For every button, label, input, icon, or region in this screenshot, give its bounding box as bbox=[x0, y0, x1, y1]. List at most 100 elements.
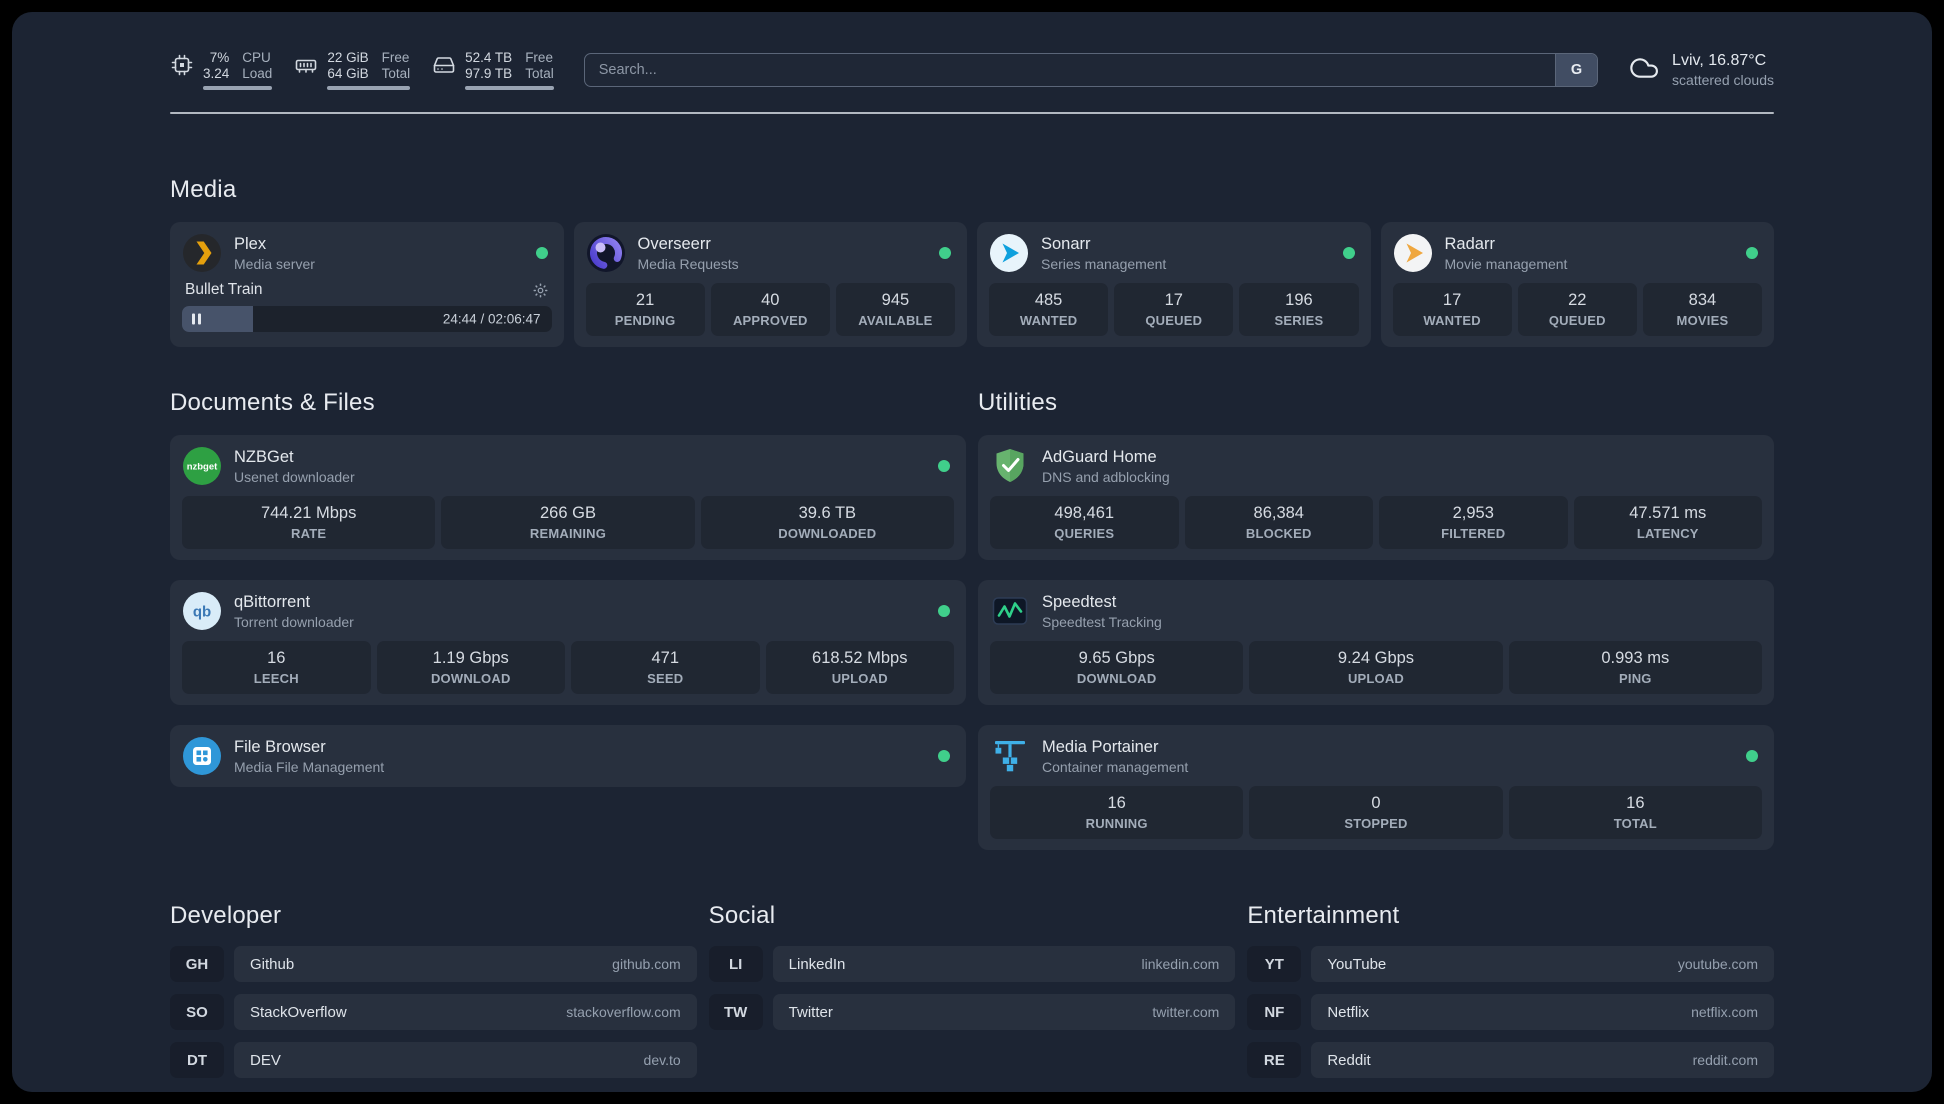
service-desc: Usenet downloader bbox=[234, 468, 355, 485]
service-name: qBittorrent bbox=[234, 592, 311, 611]
stat-value: 485 bbox=[1034, 291, 1063, 309]
stat-tile: 39.6 TB DOWNLOADED bbox=[700, 496, 954, 549]
disk-total-label: Total bbox=[525, 66, 554, 81]
stat-label: REMAINING bbox=[529, 526, 607, 541]
cpu-usage-value: 7% bbox=[209, 50, 230, 65]
stat-tile: 0 STOPPED bbox=[1249, 786, 1503, 839]
stat-label: FILTERED bbox=[1441, 526, 1506, 541]
column-documents: Documents & Files nzbget NZBGet Usenet d… bbox=[170, 389, 966, 850]
service-card-adguard[interactable]: AdGuard Home DNS and adblocking 498,461 … bbox=[978, 435, 1774, 560]
section-bookmarks: Developer GH Github github.com SO StackO… bbox=[170, 902, 1774, 1078]
disk-widget: 52.4 TB Free 97.9 TB Total bbox=[432, 50, 554, 90]
service-desc: Series management bbox=[1041, 255, 1167, 272]
stat-label: APPROVED bbox=[732, 313, 808, 328]
service-card-sonarr[interactable]: Sonarr Series management 485 WANTED 17 Q… bbox=[977, 222, 1371, 347]
service-card-overseerr[interactable]: Overseerr Media Requests 21 PENDING 40 A… bbox=[573, 222, 967, 347]
service-card-plex[interactable]: Plex Media server Bullet Train bbox=[170, 222, 564, 347]
bookmark-domain: netflix.com bbox=[1691, 1004, 1758, 1020]
cpu-icon bbox=[170, 53, 194, 82]
memory-widget: 22 GiB Free 64 GiB Total bbox=[294, 50, 411, 90]
stat-label: PING bbox=[1619, 671, 1652, 686]
weather-condition: scattered clouds bbox=[1672, 72, 1774, 88]
stat-label: DOWNLOADED bbox=[778, 526, 877, 541]
stat-label: PENDING bbox=[614, 313, 676, 328]
bookmark-link-netflix[interactable]: Netflix netflix.com bbox=[1311, 994, 1774, 1030]
stat-value: 16 bbox=[1107, 794, 1126, 812]
service-name: AdGuard Home bbox=[1042, 447, 1157, 466]
stat-tile: 485 WANTED bbox=[989, 283, 1109, 336]
disk-free-label: Free bbox=[525, 50, 553, 65]
stat-value: 39.6 TB bbox=[798, 504, 857, 522]
status-dot bbox=[939, 247, 951, 259]
bookmark-link-youtube[interactable]: YouTube youtube.com bbox=[1311, 946, 1774, 982]
playback-progress-bar[interactable]: 24:44 / 02:06:47 bbox=[182, 306, 552, 332]
stat-tile: 16 LEECH bbox=[182, 641, 371, 694]
stat-label: STOPPED bbox=[1344, 816, 1408, 831]
stat-label: RATE bbox=[291, 526, 327, 541]
top-bar: 7% CPU 3.24 Load 22 GiB Free 64 GiB Tota… bbox=[170, 50, 1774, 90]
bookmark-row: GH Github github.com bbox=[170, 946, 697, 982]
bookmark-link-dev[interactable]: DEV dev.to bbox=[234, 1042, 697, 1078]
bookmark-abbr: YT bbox=[1247, 946, 1302, 982]
bookmark-domain: stackoverflow.com bbox=[566, 1004, 681, 1020]
status-dot bbox=[1746, 247, 1758, 259]
bookmark-link-stackoverflow[interactable]: StackOverflow stackoverflow.com bbox=[234, 994, 697, 1030]
nzbget-icon: nzbget bbox=[182, 446, 222, 486]
stat-label: QUEUED bbox=[1145, 313, 1203, 328]
service-desc: Media File Management bbox=[234, 758, 385, 775]
stat-tile: 9.65 Gbps DOWNLOAD bbox=[990, 641, 1244, 694]
stat-value: 945 bbox=[881, 291, 910, 309]
search-bar: G bbox=[583, 53, 1599, 87]
service-name: Plex bbox=[234, 234, 267, 253]
stat-tile: 744.21 Mbps RATE bbox=[182, 496, 436, 549]
service-desc: DNS and adblocking bbox=[1042, 468, 1170, 485]
stat-label: SERIES bbox=[1274, 313, 1324, 328]
stat-tile: 22 QUEUED bbox=[1517, 283, 1637, 336]
stat-label: DOWNLOAD bbox=[1076, 671, 1157, 686]
bookmark-domain: github.com bbox=[612, 956, 681, 972]
search-input[interactable] bbox=[584, 54, 1556, 86]
service-card-nzbget[interactable]: nzbget NZBGet Usenet downloader 744.21 M… bbox=[170, 435, 966, 560]
bookmark-link-github[interactable]: Github github.com bbox=[234, 946, 697, 982]
bookmark-link-twitter[interactable]: Twitter twitter.com bbox=[772, 994, 1236, 1030]
bookmark-name: YouTube bbox=[1327, 955, 1387, 973]
cpu-load-value: 3.24 bbox=[203, 66, 230, 81]
column-utilities: Utilities AdGuard Home DNS and adblockin… bbox=[978, 389, 1774, 850]
stat-tile: 17 WANTED bbox=[1392, 283, 1512, 336]
service-card-speedtest[interactable]: Speedtest Speedtest Tracking 9.65 Gbps D… bbox=[978, 580, 1774, 705]
stat-tile: 17 QUEUED bbox=[1114, 283, 1234, 336]
speedtest-icon bbox=[990, 591, 1030, 631]
service-card-qbittorrent[interactable]: qb qBittorrent Torrent downloader 16 LEE… bbox=[170, 580, 966, 705]
stat-label: MOVIES bbox=[1676, 313, 1729, 328]
search-provider-button[interactable]: G bbox=[1555, 54, 1598, 86]
pause-icon[interactable] bbox=[192, 313, 201, 325]
service-name: Sonarr bbox=[1041, 234, 1091, 253]
bookmark-link-linkedin[interactable]: LinkedIn linkedin.com bbox=[772, 946, 1236, 982]
utilities-section-title: Utilities bbox=[978, 389, 1058, 416]
overseerr-icon bbox=[586, 233, 626, 273]
bookmark-name: DEV bbox=[250, 1051, 281, 1069]
stat-label: DOWNLOAD bbox=[430, 671, 511, 686]
bookmark-link-reddit[interactable]: Reddit reddit.com bbox=[1311, 1042, 1774, 1078]
service-card-radarr[interactable]: Radarr Movie management 17 WANTED 22 QUE… bbox=[1380, 222, 1774, 347]
cloud-icon bbox=[1628, 52, 1660, 89]
bookmark-group-entertainment: Entertainment YT YouTube youtube.com NF … bbox=[1247, 902, 1774, 1078]
stat-tile: 471 SEED bbox=[571, 641, 760, 694]
dashboard: 7% CPU 3.24 Load 22 GiB Free 64 GiB Tota… bbox=[12, 12, 1932, 1092]
cpu-usage-label: CPU bbox=[242, 50, 271, 65]
stat-value: 17 bbox=[1442, 291, 1462, 309]
bookmark-name: Netflix bbox=[1327, 1003, 1370, 1021]
status-dot bbox=[938, 460, 950, 472]
service-card-filebrowser[interactable]: File Browser Media File Management bbox=[170, 725, 966, 787]
service-card-portainer[interactable]: Media Portainer Container management 16 … bbox=[978, 725, 1774, 850]
service-desc: Movie management bbox=[1444, 255, 1568, 272]
stat-label: TOTAL bbox=[1613, 816, 1657, 831]
bookmark-abbr: NF bbox=[1247, 994, 1302, 1030]
service-desc: Media server bbox=[234, 255, 315, 272]
stat-tile: 0.993 ms PING bbox=[1508, 641, 1762, 694]
weather-location-temp: Lviv, 16.87°C bbox=[1672, 52, 1767, 69]
playback-time: 24:44 / 02:06:47 bbox=[442, 311, 541, 327]
settings-gear-icon[interactable] bbox=[532, 282, 549, 299]
stat-label: BLOCKED bbox=[1245, 526, 1312, 541]
bookmark-row: RE Reddit reddit.com bbox=[1247, 1042, 1774, 1078]
